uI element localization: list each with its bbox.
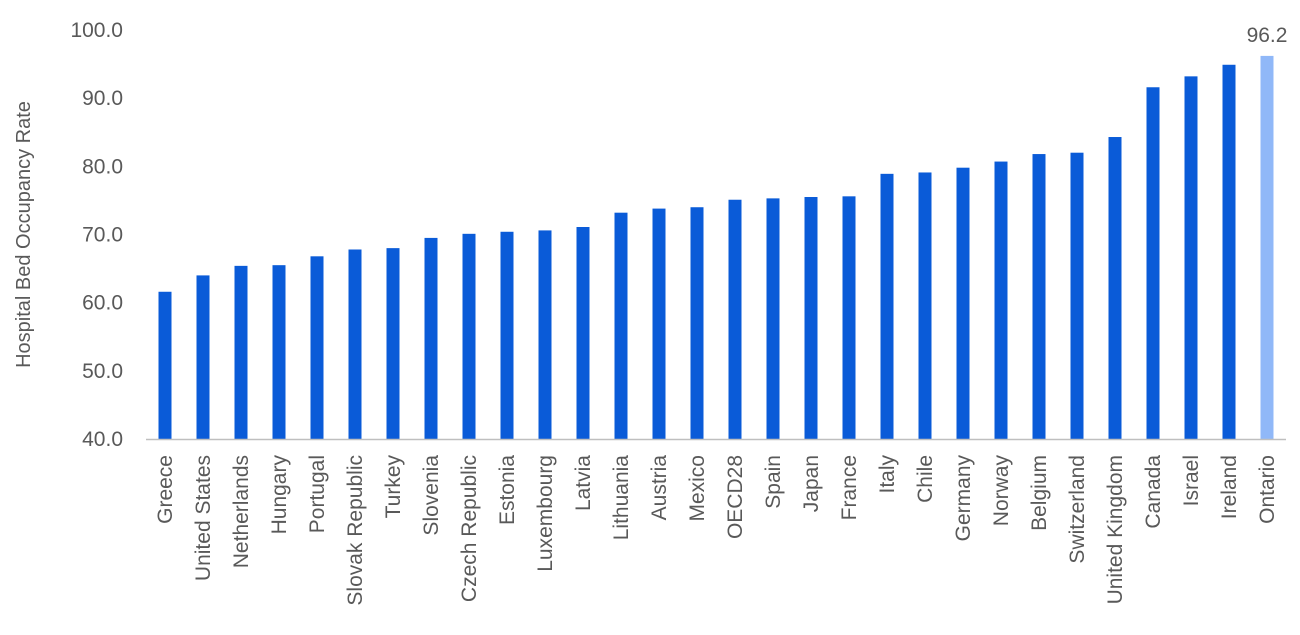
y-tick-label: 90.0: [82, 87, 123, 110]
bar-hungary: [272, 265, 286, 439]
bar-portugal: [310, 256, 324, 439]
bars: [158, 55, 1274, 440]
x-tick-label: Spain: [762, 455, 785, 509]
bar-france: [842, 196, 856, 439]
x-tick-label: Italy: [876, 455, 899, 494]
bar-greece: [158, 291, 172, 439]
bar-ontario: [1260, 55, 1274, 440]
x-tick-label: Greece: [154, 455, 177, 524]
x-tick-label: Turkey: [382, 455, 405, 519]
bar-italy: [880, 173, 894, 439]
x-tick-label: Japan: [800, 455, 823, 512]
x-axis-labels: Greece United States Netherlands Hungary Por…: [154, 455, 1279, 606]
bar-belgium: [1032, 154, 1046, 439]
x-tick-label: Israel: [1180, 455, 1203, 506]
y-axis-title: Hospital Bed Occupancy Rate: [13, 101, 35, 368]
y-tick-label: 50.0: [82, 360, 123, 383]
bar-norway: [994, 161, 1008, 440]
x-tick-label: Czech Republic: [458, 455, 481, 602]
x-tick-label: Norway: [990, 455, 1013, 527]
x-tick-label: Chile: [914, 455, 937, 503]
x-tick-label: Germany: [952, 455, 975, 542]
x-tick-label: Latvia: [572, 455, 595, 511]
y-tick-label: 80.0: [82, 155, 123, 178]
x-tick-label: Netherlands: [230, 455, 253, 568]
y-tick-label: 70.0: [82, 224, 123, 247]
x-tick-label: Ireland: [1218, 455, 1241, 519]
x-tick-label: France: [838, 455, 861, 520]
y-tick-label: 100.0: [70, 19, 123, 42]
x-tick-label: OECD28: [724, 455, 747, 539]
x-tick-label: Lithuania: [610, 455, 633, 541]
bar-japan: [804, 197, 818, 439]
bar-austria: [652, 208, 666, 439]
y-tick-label: 40.0: [82, 428, 123, 451]
bar-slovak-republic: [348, 249, 362, 439]
data-labels: 96.2: [1247, 24, 1288, 47]
bar-oecd28: [728, 199, 742, 439]
x-tick-label: Slovenia: [420, 455, 443, 536]
x-tick-label: United Kingdom: [1104, 455, 1127, 604]
x-tick-label: United States: [192, 455, 215, 581]
bar-mexico: [690, 207, 704, 439]
x-tick-label: Belgium: [1028, 455, 1051, 531]
x-tick-label: Hungary: [268, 455, 291, 535]
bar-estonia: [500, 231, 514, 439]
bar-germany: [956, 167, 970, 440]
bar-canada: [1146, 87, 1160, 439]
bar-lithuania: [614, 212, 628, 439]
y-tick-label: 60.0: [82, 292, 123, 315]
bar-united-kingdom: [1108, 137, 1122, 439]
x-tick-label: Slovak Republic: [344, 455, 367, 606]
bar-spain: [766, 198, 780, 439]
x-tick-label: Ontario: [1256, 455, 1279, 524]
bar-luxembourg: [538, 230, 552, 439]
x-tick-label: Mexico: [686, 455, 709, 522]
x-tick-label: Austria: [648, 455, 671, 521]
bar-turkey: [386, 248, 400, 439]
bar-netherlands: [234, 265, 248, 439]
bar-switzerland: [1070, 152, 1084, 439]
bar-czech-republic: [462, 233, 476, 439]
x-tick-label: Switzerland: [1066, 455, 1089, 564]
x-tick-label: Estonia: [496, 455, 519, 525]
x-tick-label: Luxembourg: [534, 455, 557, 572]
x-tick-label: Canada: [1142, 455, 1165, 529]
bar-israel: [1184, 76, 1198, 439]
data-label: 96.2: [1247, 24, 1288, 47]
bar-ireland: [1222, 64, 1236, 439]
y-axis-ticks: 40.0 50.0 60.0 70.0 80.0 90.0 100.0: [70, 19, 123, 451]
x-tick-label: Portugal: [306, 455, 329, 533]
bar-chile: [918, 172, 932, 440]
bar-slovenia: [424, 237, 438, 439]
bar-latvia: [576, 227, 590, 439]
bar-united-states: [196, 275, 210, 439]
